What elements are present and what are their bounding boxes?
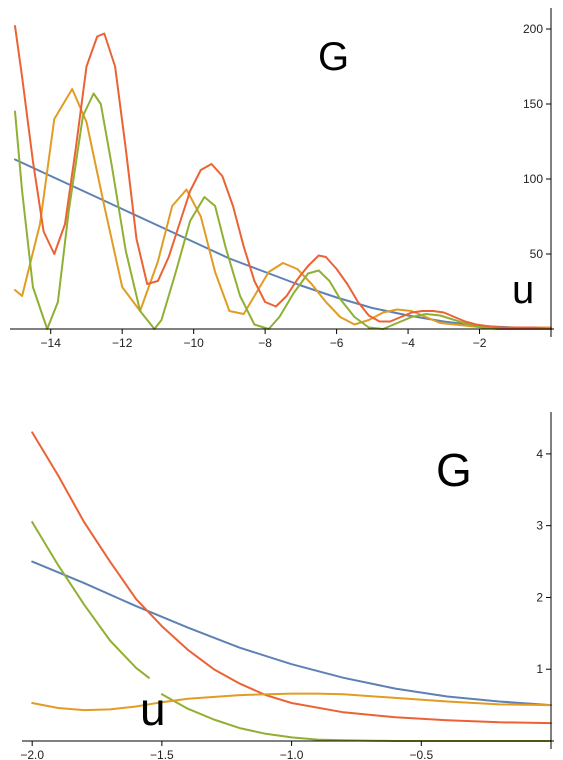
y-tick-label: 200: [523, 22, 543, 36]
y-tick-label: 1: [536, 662, 543, 676]
x-tick-label: −0.5: [409, 748, 433, 760]
u-annotation: u: [512, 268, 534, 312]
x-tick-label: −4: [401, 336, 415, 350]
x-tick-label: −1.5: [150, 748, 174, 760]
x-tick-label: −10: [183, 336, 204, 350]
axes-layer: −2.0 −1.5 −1.0 −0.5 1 2 3 4: [20, 412, 554, 760]
x-tick-label: −2.0: [20, 748, 44, 760]
x-tick-label: −2: [473, 336, 487, 350]
y-tick-label: 2: [536, 590, 543, 604]
series-layer: [14, 25, 552, 330]
axes-layer: −14 −12 −10 −8 −6 −4 −2 50 100 150 200: [10, 8, 554, 350]
x-tick-label: −1.0: [280, 748, 304, 760]
y-tick-label: 150: [523, 97, 543, 111]
series-line-2: [31, 431, 552, 725]
series-line-3: [31, 521, 150, 679]
chart-bottom: −2.0 −1.5 −1.0 −0.5 1 2 3 4 G u: [20, 412, 554, 760]
g-annotation: G: [436, 444, 472, 496]
y-tick-label: 50: [530, 247, 544, 261]
x-tick-label: −6: [330, 336, 344, 350]
series-line-1: [14, 158, 552, 330]
series-line-5: [31, 692, 552, 712]
x-tick-label: −8: [258, 336, 272, 350]
u-annotation: u: [140, 683, 166, 735]
x-tick-label: −14: [41, 336, 62, 350]
chart-top: −14 −12 −10 −8 −6 −4 −2 50 100 150 200 G u: [10, 8, 554, 350]
series-line-4: [14, 25, 552, 330]
y-tick-label: 100: [523, 172, 543, 186]
y-tick-label: 4: [536, 447, 543, 461]
y-tick-label: 3: [536, 519, 543, 533]
x-tick-label: −12: [112, 336, 133, 350]
series-line-1: [31, 560, 552, 707]
series-line-2: [14, 88, 552, 329]
g-annotation: G: [318, 35, 349, 79]
series-layer: [31, 431, 552, 742]
series-line-3: [14, 92, 552, 330]
